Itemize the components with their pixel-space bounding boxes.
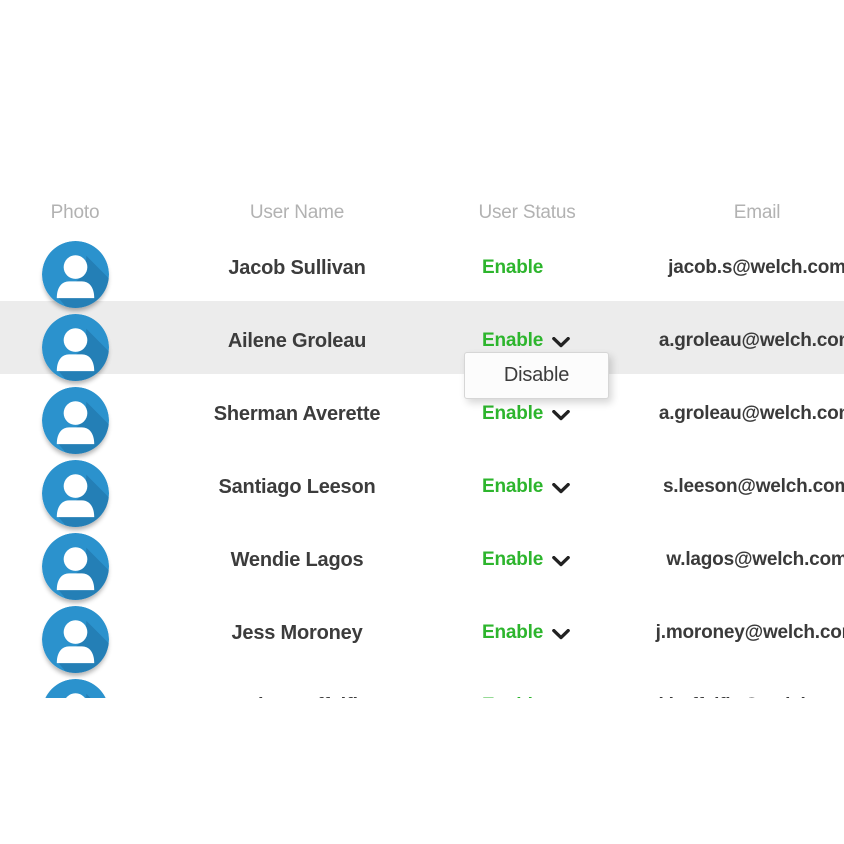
photo-cell: [0, 520, 150, 600]
user-name: Santiago Leeson: [218, 475, 376, 498]
table-row[interactable]: Jess Moroney Enable j.moroney@welch.com: [0, 593, 844, 673]
column-header-status: User Status: [478, 202, 576, 223]
status-toggle[interactable]: Enable: [482, 695, 570, 698]
photo-cell: [0, 301, 150, 381]
table-row[interactable]: Jacob Sullivan Enable jacob.s@welch.com: [0, 228, 844, 308]
table-row[interactable]: Janice Huffelfin Enable j.huffelfin@welc…: [0, 666, 844, 698]
user-avatar-icon: [41, 387, 109, 454]
user-email: w.lagos@welch.com: [666, 549, 844, 570]
status-label: Enable: [482, 476, 544, 497]
table-row[interactable]: Ailene Groleau Enable a.groleau@welch.co…: [0, 301, 844, 381]
user-email: a.groleau@welch.com: [658, 330, 844, 351]
photo-cell: [0, 447, 150, 527]
user-avatar-icon: [44, 679, 106, 698]
user-table: Jacob Sullivan Enable jacob.s@welch.com: [0, 228, 844, 698]
status-toggle[interactable]: Enable: [482, 476, 570, 498]
chevron-down-icon[interactable]: [552, 409, 570, 421]
user-avatar-icon: [41, 314, 109, 381]
user-name: Ailene Groleau: [227, 329, 367, 352]
user-email: j.moroney@welch.com: [655, 622, 844, 643]
avatar: [41, 460, 109, 527]
status-toggle[interactable]: Enable: [482, 549, 570, 571]
photo-cell: [0, 593, 150, 673]
table-row[interactable]: Santiago Leeson Enable s.leeson@welch.co…: [0, 447, 844, 527]
status-toggle[interactable]: Enable: [482, 622, 570, 644]
avatar: [41, 241, 109, 308]
status-dropdown-menu: Disable: [464, 352, 609, 399]
column-header-name: User Name: [249, 202, 345, 223]
user-name: Wendie Lagos: [230, 548, 364, 571]
status-label: Enable: [482, 257, 544, 278]
status-label: Enable: [482, 403, 544, 424]
avatar: [41, 606, 109, 673]
user-avatar-icon: [41, 241, 109, 308]
avatar: [41, 533, 109, 600]
user-avatar-icon: [41, 533, 109, 600]
status-label: Enable: [482, 330, 544, 351]
chevron-down-icon[interactable]: [552, 336, 570, 348]
table-row[interactable]: Sherman Averette Enable a.groleau@welch.…: [0, 374, 844, 454]
status-toggle[interactable]: Enable: [482, 403, 570, 425]
column-header-email: Email: [733, 202, 781, 223]
user-email: s.leeson@welch.com: [662, 476, 844, 497]
user-name: Jess Moroney: [231, 621, 363, 644]
status-label: Enable: [482, 622, 544, 643]
user-email: jacob.s@welch.com: [668, 257, 844, 278]
table-header: Photo User Name User Status Email: [0, 199, 844, 227]
chevron-down-icon[interactable]: [552, 555, 570, 567]
status-toggle[interactable]: Enable: [482, 330, 570, 352]
user-avatar-icon: [41, 460, 109, 527]
column-header-photo: Photo: [50, 202, 100, 223]
user-name: Jacob Sullivan: [228, 256, 366, 279]
user-name: Janice Huffelfin: [150, 666, 444, 699]
chevron-down-icon[interactable]: [552, 628, 570, 640]
status-toggle[interactable]: Enable: [482, 257, 543, 279]
photo-cell: [0, 228, 150, 308]
photo-cell: [0, 374, 150, 454]
user-email: a.groleau@welch.com: [658, 403, 844, 424]
avatar: [41, 314, 109, 381]
status-label: Enable: [482, 695, 543, 698]
avatar: [41, 387, 109, 454]
avatar: [42, 679, 109, 698]
status-label: Enable: [482, 549, 544, 570]
dropdown-item-disable[interactable]: Disable: [503, 364, 570, 386]
chevron-down-icon[interactable]: [552, 482, 570, 494]
user-email: j.huffelfin@welch.com: [610, 666, 844, 698]
table-row[interactable]: Wendie Lagos Enable w.lagos@welch.com: [0, 520, 844, 600]
user-avatar-icon: [41, 606, 109, 673]
user-name: Sherman Averette: [213, 402, 381, 425]
photo-cell: [0, 666, 150, 698]
